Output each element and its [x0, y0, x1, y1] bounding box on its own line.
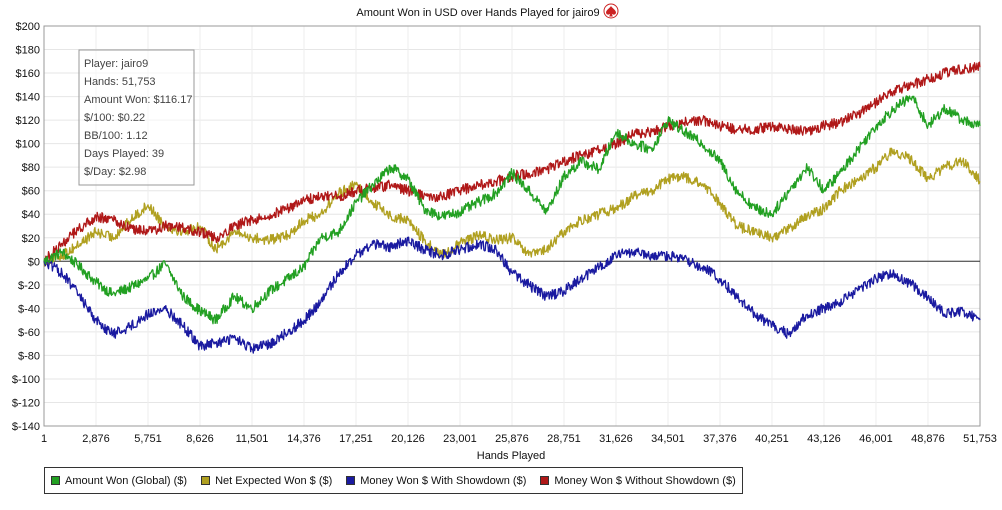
x-axis-label: Hands Played [477, 450, 546, 462]
legend-item-without-showdown[interactable]: Money Won $ Without Showdown ($) [540, 474, 736, 487]
y-tick-label: $-20 [18, 280, 40, 292]
y-tick-label: $100 [16, 139, 40, 151]
x-tick-label: 23,001 [443, 433, 477, 445]
x-tick-label: 37,376 [703, 433, 737, 445]
stat-per-100: $/100: $0.22 [84, 112, 145, 124]
spade-logo-icon [603, 3, 619, 19]
legend-swatch-red [540, 476, 550, 485]
stat-amount-won: Amount Won: $116.17 [84, 94, 192, 106]
legend-label: Money Won $ With Showdown ($) [360, 474, 527, 487]
y-tick-label: $-100 [12, 374, 40, 386]
y-tick-label: $-40 [18, 303, 40, 315]
stat-per-day: $/Day: $2.98 [84, 166, 146, 178]
x-tick-label: 2,876 [82, 433, 110, 445]
y-tick-label: $20 [22, 233, 40, 245]
legend-item-with-showdown[interactable]: Money Won $ With Showdown ($) [346, 475, 526, 487]
legend: Amount Won (Global) ($) Net Expected Won… [44, 467, 743, 494]
legend-item-amount-won[interactable]: Amount Won (Global) ($) [51, 475, 187, 487]
y-tick-label: $60 [22, 186, 40, 198]
y-tick-label: $80 [22, 162, 40, 174]
legend-swatch-green [51, 476, 60, 485]
stat-player: Player: jairo9 [84, 58, 148, 70]
x-tick-label: 1 [41, 433, 47, 445]
y-tick-label: $160 [16, 68, 40, 80]
y-tick-label: $200 [16, 21, 40, 33]
y-tick-label: $-120 [12, 397, 40, 409]
x-tick-label: 40,251 [755, 433, 789, 445]
x-tick-label: 25,876 [495, 433, 529, 445]
x-tick-label: 28,751 [547, 433, 581, 445]
x-tick-label: 8,626 [186, 433, 214, 445]
x-tick-label: 20,126 [391, 433, 425, 445]
y-tick-label: $-80 [18, 350, 40, 362]
legend-swatch-blue [346, 476, 356, 485]
x-tick-label: 11,501 [236, 433, 269, 445]
series-line [43, 236, 981, 354]
legend-item-net-expected[interactable]: Net Expected Won $ ($) [201, 475, 332, 487]
y-tick-label: $-60 [18, 327, 40, 339]
stat-days-played: Days Played: 39 [84, 148, 164, 160]
stat-hands: Hands: 51,753 [84, 76, 156, 88]
x-tick-label: 34,501 [651, 433, 685, 445]
series-line [43, 147, 981, 267]
y-tick-label: $180 [16, 45, 40, 57]
x-tick-label: 46,001 [859, 433, 893, 445]
stat-bb-per-100: BB/100: 1.12 [84, 130, 148, 142]
x-tick-label: 31,626 [599, 433, 633, 445]
y-tick-label: $40 [22, 209, 40, 221]
series-line [43, 95, 981, 325]
y-tick-label: $-140 [12, 421, 40, 433]
x-tick-label: 48,876 [911, 433, 945, 445]
x-tick-label: 43,126 [807, 433, 841, 445]
x-tick-label: 14,376 [287, 433, 321, 445]
x-tick-label: 51,753 [963, 433, 997, 445]
legend-label: Amount Won (Global) ($) [65, 474, 188, 487]
player-stats-box: Player: jairo9 Hands: 51,753 Amount Won:… [78, 49, 195, 186]
chart-title: Amount Won in USD over Hands Played for … [356, 7, 599, 19]
series-line [43, 61, 981, 262]
x-tick-label: 5,751 [134, 433, 162, 445]
x-tick-label: 17,251 [339, 433, 373, 445]
plot-border [43, 25, 981, 427]
legend-label: Money Won $ Without Showdown ($) [554, 474, 736, 487]
y-tick-label: $120 [16, 115, 40, 127]
legend-label: Net Expected Won $ ($) [215, 474, 333, 487]
y-tick-label: $0 [28, 256, 40, 268]
legend-swatch-olive [201, 476, 211, 485]
y-tick-label: $140 [16, 92, 40, 104]
